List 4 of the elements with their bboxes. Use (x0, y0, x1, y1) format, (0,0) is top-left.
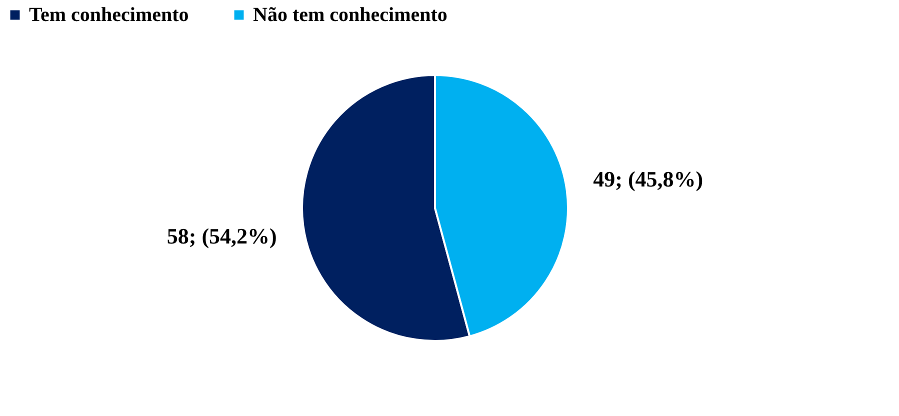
legend-label: Tem conhecimento (29, 4, 189, 26)
legend-label: Não tem conhecimento (253, 4, 448, 26)
data-label: 49; (45,8%) (593, 166, 704, 192)
data-label: 58; (54,2%) (166, 223, 277, 248)
